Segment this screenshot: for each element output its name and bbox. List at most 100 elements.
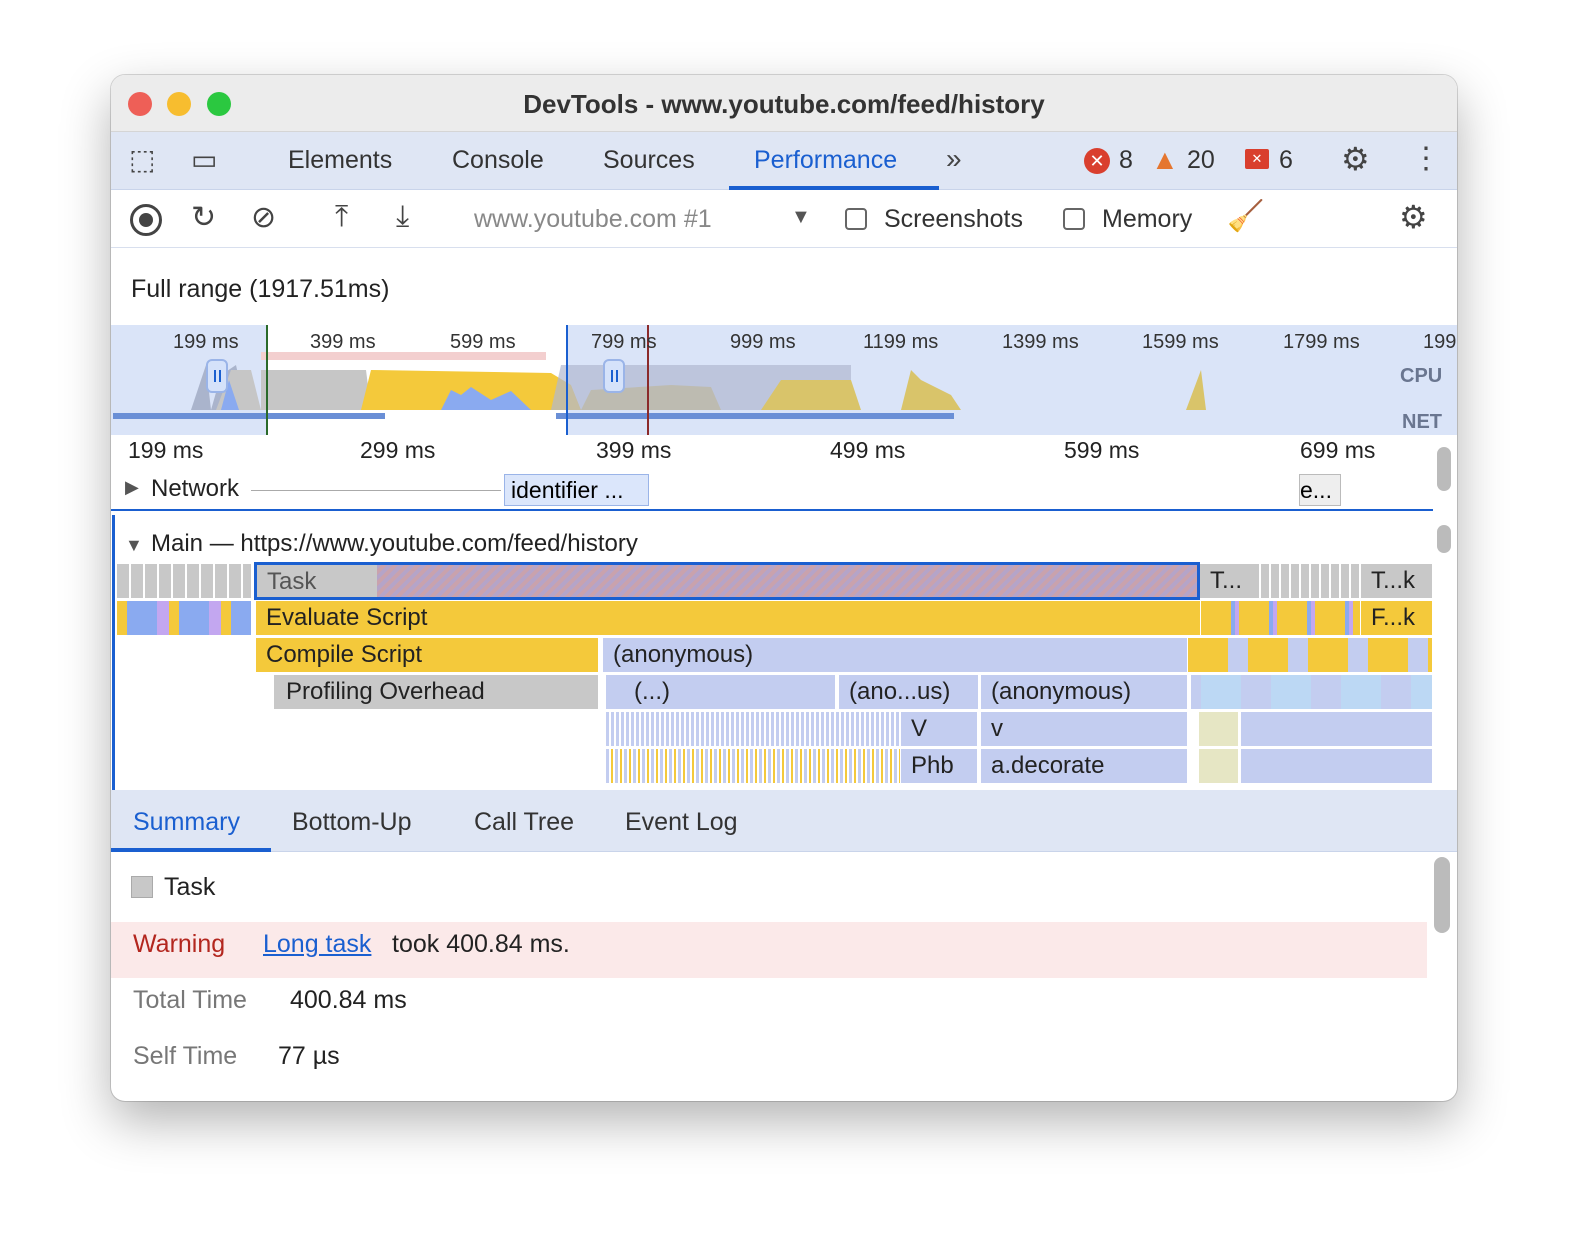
summary-title: Task [164, 873, 216, 901]
active-tab-indicator [111, 848, 271, 852]
overview-tick: 1599 ms [1142, 331, 1219, 353]
ruler-tick: 599 ms [1064, 437, 1140, 463]
flame-call[interactable]: V [901, 712, 978, 746]
issues-count[interactable]: 6 [1279, 146, 1293, 174]
tab-call-tree[interactable]: Call Tree [474, 808, 575, 836]
flame-script-small[interactable] [1201, 601, 1361, 635]
timeline-overview[interactable]: 199 ms 399 ms 599 ms 799 ms 999 ms 1199 … [111, 325, 1457, 435]
total-time-label: Total Time [133, 986, 247, 1014]
maximize-window-button[interactable] [207, 92, 231, 116]
tab-performance[interactable]: Performance [754, 146, 898, 174]
flame-evaluate-script[interactable]: F...k [1361, 601, 1433, 635]
flame-profiling-overhead[interactable]: Profiling Overhead [274, 675, 599, 709]
error-icon: ✕ [1084, 148, 1110, 174]
flame-call[interactable]: (anonymous) [981, 675, 1188, 709]
devtools-window: DevTools - www.youtube.com/feed/history … [111, 75, 1457, 1101]
more-options-icon[interactable]: ⋮ [1411, 142, 1441, 175]
overview-tick: 1199 ms [863, 331, 939, 353]
upload-icon[interactable]: ⤒ [335, 200, 349, 233]
flame-call[interactable]: a.decorate [981, 749, 1188, 783]
flame-task[interactable]: T... [1200, 564, 1260, 598]
device-toolbar-icon[interactable]: ▭ [191, 144, 218, 175]
collapse-main-icon[interactable]: ▼ [125, 535, 143, 555]
ruler-tick: 699 ms [1300, 437, 1376, 463]
flame-call[interactable]: (...) [606, 675, 836, 709]
close-window-button[interactable] [128, 92, 152, 116]
net-bar [556, 413, 954, 419]
cpu-label: CPU [1400, 365, 1443, 387]
summary-scrollbar[interactable] [1434, 857, 1450, 933]
flame-task[interactable]: T...k [1361, 564, 1433, 598]
marker-line [266, 325, 268, 435]
inspect-element-icon[interactable]: ⬚ [129, 144, 156, 175]
minimize-window-button[interactable] [167, 92, 191, 116]
flame-call[interactable]: Phb [901, 749, 978, 783]
flame-task-selected[interactable]: Task [254, 562, 1200, 600]
tab-bottom-up[interactable]: Bottom-Up [292, 808, 412, 836]
network-request[interactable]: e... [1299, 474, 1341, 506]
flame-call[interactable]: v [981, 712, 1188, 746]
error-count[interactable]: 8 [1119, 146, 1133, 174]
flame-compile-script[interactable]: Compile Script [256, 638, 599, 672]
issues-icon: ✕ [1245, 149, 1269, 169]
garbage-collect-broom-icon[interactable]: 🧹 [1227, 200, 1265, 233]
flame-call-small[interactable] [1241, 749, 1433, 783]
timeline-scrollbar[interactable] [1437, 447, 1451, 491]
flame-scrollbar[interactable] [1437, 525, 1451, 553]
memory-checkbox[interactable] [1063, 208, 1085, 230]
more-tabs-icon[interactable]: » [946, 143, 962, 174]
flame-call-small[interactable] [606, 712, 901, 746]
tab-sources[interactable]: Sources [603, 146, 695, 174]
flame-script-small[interactable] [1188, 638, 1433, 672]
overview-tick: 199 ms [173, 331, 239, 353]
network-track-label[interactable]: Network [151, 475, 240, 502]
flame-call-small[interactable] [1199, 749, 1239, 783]
flame-task-small[interactable] [1261, 564, 1361, 598]
flame-call-small[interactable] [1199, 712, 1239, 746]
flame-anonymous[interactable]: (anonymous) [603, 638, 1188, 672]
tab-event-log[interactable]: Event Log [625, 808, 738, 836]
self-time-label: Self Time [133, 1042, 238, 1070]
flame-evaluate-script[interactable]: Evaluate Script [256, 601, 1201, 635]
main-track-label: Main — https://www.youtube.com/feed/hist… [151, 530, 638, 557]
warning-count[interactable]: 20 [1187, 146, 1215, 174]
download-icon[interactable]: ⤓ [396, 200, 410, 233]
flame-call-small[interactable] [1241, 712, 1433, 746]
expand-network-icon[interactable]: ▶ [125, 477, 139, 497]
active-tab-indicator [729, 186, 939, 190]
tab-console[interactable]: Console [452, 146, 544, 174]
capture-settings-gear-icon[interactable]: ⚙ [1399, 199, 1428, 235]
selection-edge [112, 515, 115, 790]
chevron-down-icon[interactable]: ▼ [791, 206, 811, 228]
warning-icon: ▲ [1151, 144, 1179, 175]
overview-tick: 399 ms [310, 331, 376, 353]
flame-call-small[interactable] [606, 749, 901, 783]
target-select[interactable]: www.youtube.com #1 [474, 205, 712, 233]
tab-summary[interactable]: Summary [133, 808, 240, 836]
overview-tick: 1799 ms [1283, 331, 1360, 353]
reload-record-icon[interactable]: ↻ [191, 201, 217, 234]
settings-gear-icon[interactable]: ⚙ [1341, 141, 1370, 177]
tab-elements[interactable]: Elements [288, 146, 393, 174]
performance-toolbar: ↻ ⊘ ⤒ ⤓ www.youtube.com #1 ▼ Screenshots… [111, 190, 1457, 248]
ruler-tick: 499 ms [830, 437, 906, 463]
range-right-handle[interactable] [603, 359, 625, 393]
flame-script-small[interactable] [117, 601, 252, 635]
details-tab-bar: Summary Bottom-Up Call Tree Event Log [111, 790, 1457, 852]
title-bar: DevTools - www.youtube.com/feed/history [111, 75, 1457, 132]
clear-icon[interactable]: ⊘ [251, 201, 277, 234]
screenshots-checkbox[interactable] [845, 208, 867, 230]
main-tab-bar: ⬚ ▭ Elements Console Sources Performance… [111, 132, 1457, 190]
net-bar [113, 413, 385, 419]
long-task-link[interactable]: Long task [263, 930, 372, 958]
network-request[interactable]: identifier ... [504, 474, 649, 506]
flame-call[interactable]: (ano...us) [839, 675, 979, 709]
range-left-handle[interactable] [206, 359, 228, 393]
overview-tick: 999 ms [730, 331, 796, 353]
warning-row [111, 922, 1427, 978]
window-title: DevTools - www.youtube.com/feed/history [523, 89, 1045, 119]
flame-script-small[interactable] [1191, 675, 1433, 709]
record-button[interactable] [130, 204, 162, 236]
flame-task-small[interactable] [117, 564, 252, 598]
self-time-value: 77 µs [278, 1042, 340, 1070]
